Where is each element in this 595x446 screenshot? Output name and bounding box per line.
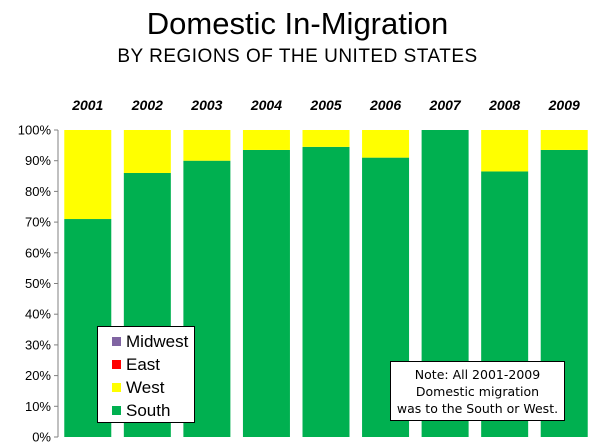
bar-west-2006 (362, 130, 410, 158)
y-tick-label: 80% (25, 184, 51, 199)
note-line: was to the South or West. (396, 401, 559, 416)
y-tick-label: 90% (25, 153, 51, 168)
y-tick-label: 10% (25, 399, 51, 414)
legend-swatch (112, 406, 121, 415)
legend-label: East (126, 354, 161, 374)
legend-label: South (126, 400, 171, 420)
bar-west-2004 (242, 130, 290, 150)
legend-label: Midwest (126, 331, 189, 351)
bar-south-2004 (242, 149, 290, 437)
y-tick-label: 0% (32, 430, 51, 445)
note-line: Note: All 2001-2009 (414, 367, 541, 382)
legend-label: West (126, 377, 165, 397)
x-category-label: 2009 (548, 97, 580, 113)
bar-west-2002 (123, 130, 171, 173)
legend-swatch (112, 337, 121, 346)
chart-title: Domestic In-Migration (146, 6, 449, 41)
legend-swatch (112, 383, 121, 392)
legend: Midwest East West South (97, 326, 195, 423)
y-tick-label: 70% (25, 215, 51, 230)
x-category-label: 2006 (369, 97, 401, 113)
x-category-label: 2008 (488, 97, 520, 113)
bar-west-2005 (302, 130, 350, 147)
bar-west-2001 (64, 130, 112, 220)
legend-item-west: West (112, 376, 194, 399)
y-tick-label: 20% (25, 368, 51, 383)
y-tick-label: 30% (25, 337, 51, 352)
x-category-label: 2001 (71, 97, 103, 113)
note-box: Note: All 2001-2009 Domestic migration w… (390, 361, 565, 421)
y-tick-label: 40% (25, 307, 51, 322)
x-category-label: 2003 (190, 97, 222, 113)
legend-item-south: South (112, 399, 194, 422)
note-line: Domestic migration (415, 384, 540, 399)
legend-item-east: East (112, 353, 194, 376)
x-category-label: 2002 (131, 97, 163, 113)
bar-south-2005 (302, 146, 350, 437)
legend-item-midwest: Midwest (112, 330, 194, 353)
legend-swatch (112, 360, 121, 369)
x-category-label: 2005 (309, 97, 341, 113)
x-category-label: 2004 (250, 97, 282, 113)
bar-west-2009 (540, 130, 588, 150)
y-tick-label: 50% (25, 276, 51, 291)
y-tick-label: 100% (18, 123, 52, 138)
x-category-label: 2007 (429, 97, 462, 113)
bar-west-2003 (183, 130, 231, 161)
y-tick-label: 60% (25, 245, 51, 260)
bar-west-2008 (481, 130, 529, 172)
chart-subtitle: BY REGIONS OF THE UNITED STATES (117, 46, 478, 67)
